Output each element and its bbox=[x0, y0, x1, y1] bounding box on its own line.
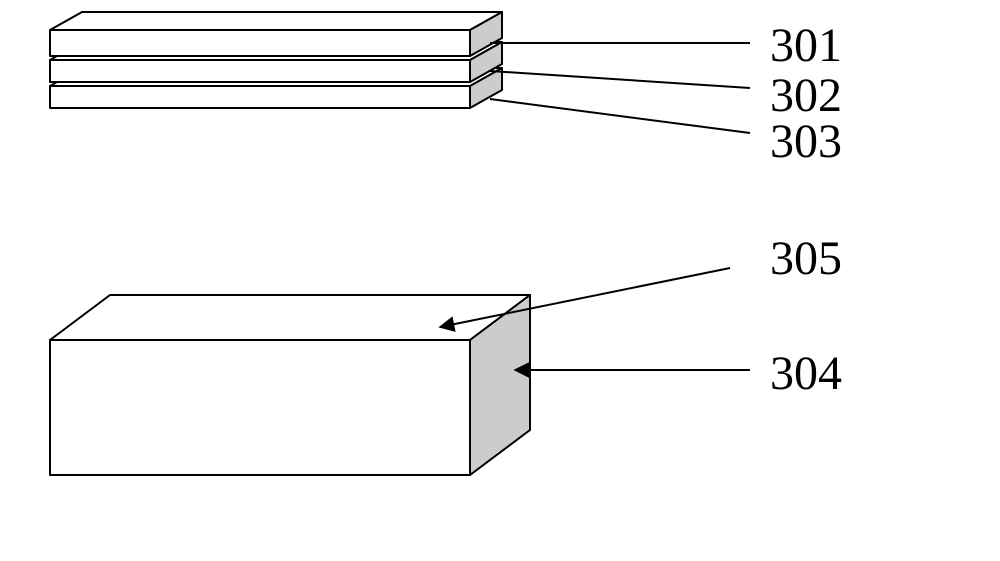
bottom-block-front bbox=[50, 340, 470, 475]
top-layer-0-top bbox=[50, 12, 502, 30]
label-303: 303 bbox=[770, 118, 842, 166]
leader-2 bbox=[490, 99, 750, 133]
bottom-block-top bbox=[50, 295, 530, 340]
label-305: 305 bbox=[770, 235, 842, 283]
top-layer-1-front bbox=[50, 60, 470, 82]
label-304: 304 bbox=[770, 350, 842, 398]
label-301: 301 bbox=[770, 22, 842, 70]
diagram-svg bbox=[0, 0, 1000, 561]
top-layer-2-front bbox=[50, 86, 470, 108]
top-layer-0-front bbox=[50, 30, 470, 56]
leader-1 bbox=[490, 71, 750, 88]
label-302: 302 bbox=[770, 72, 842, 120]
